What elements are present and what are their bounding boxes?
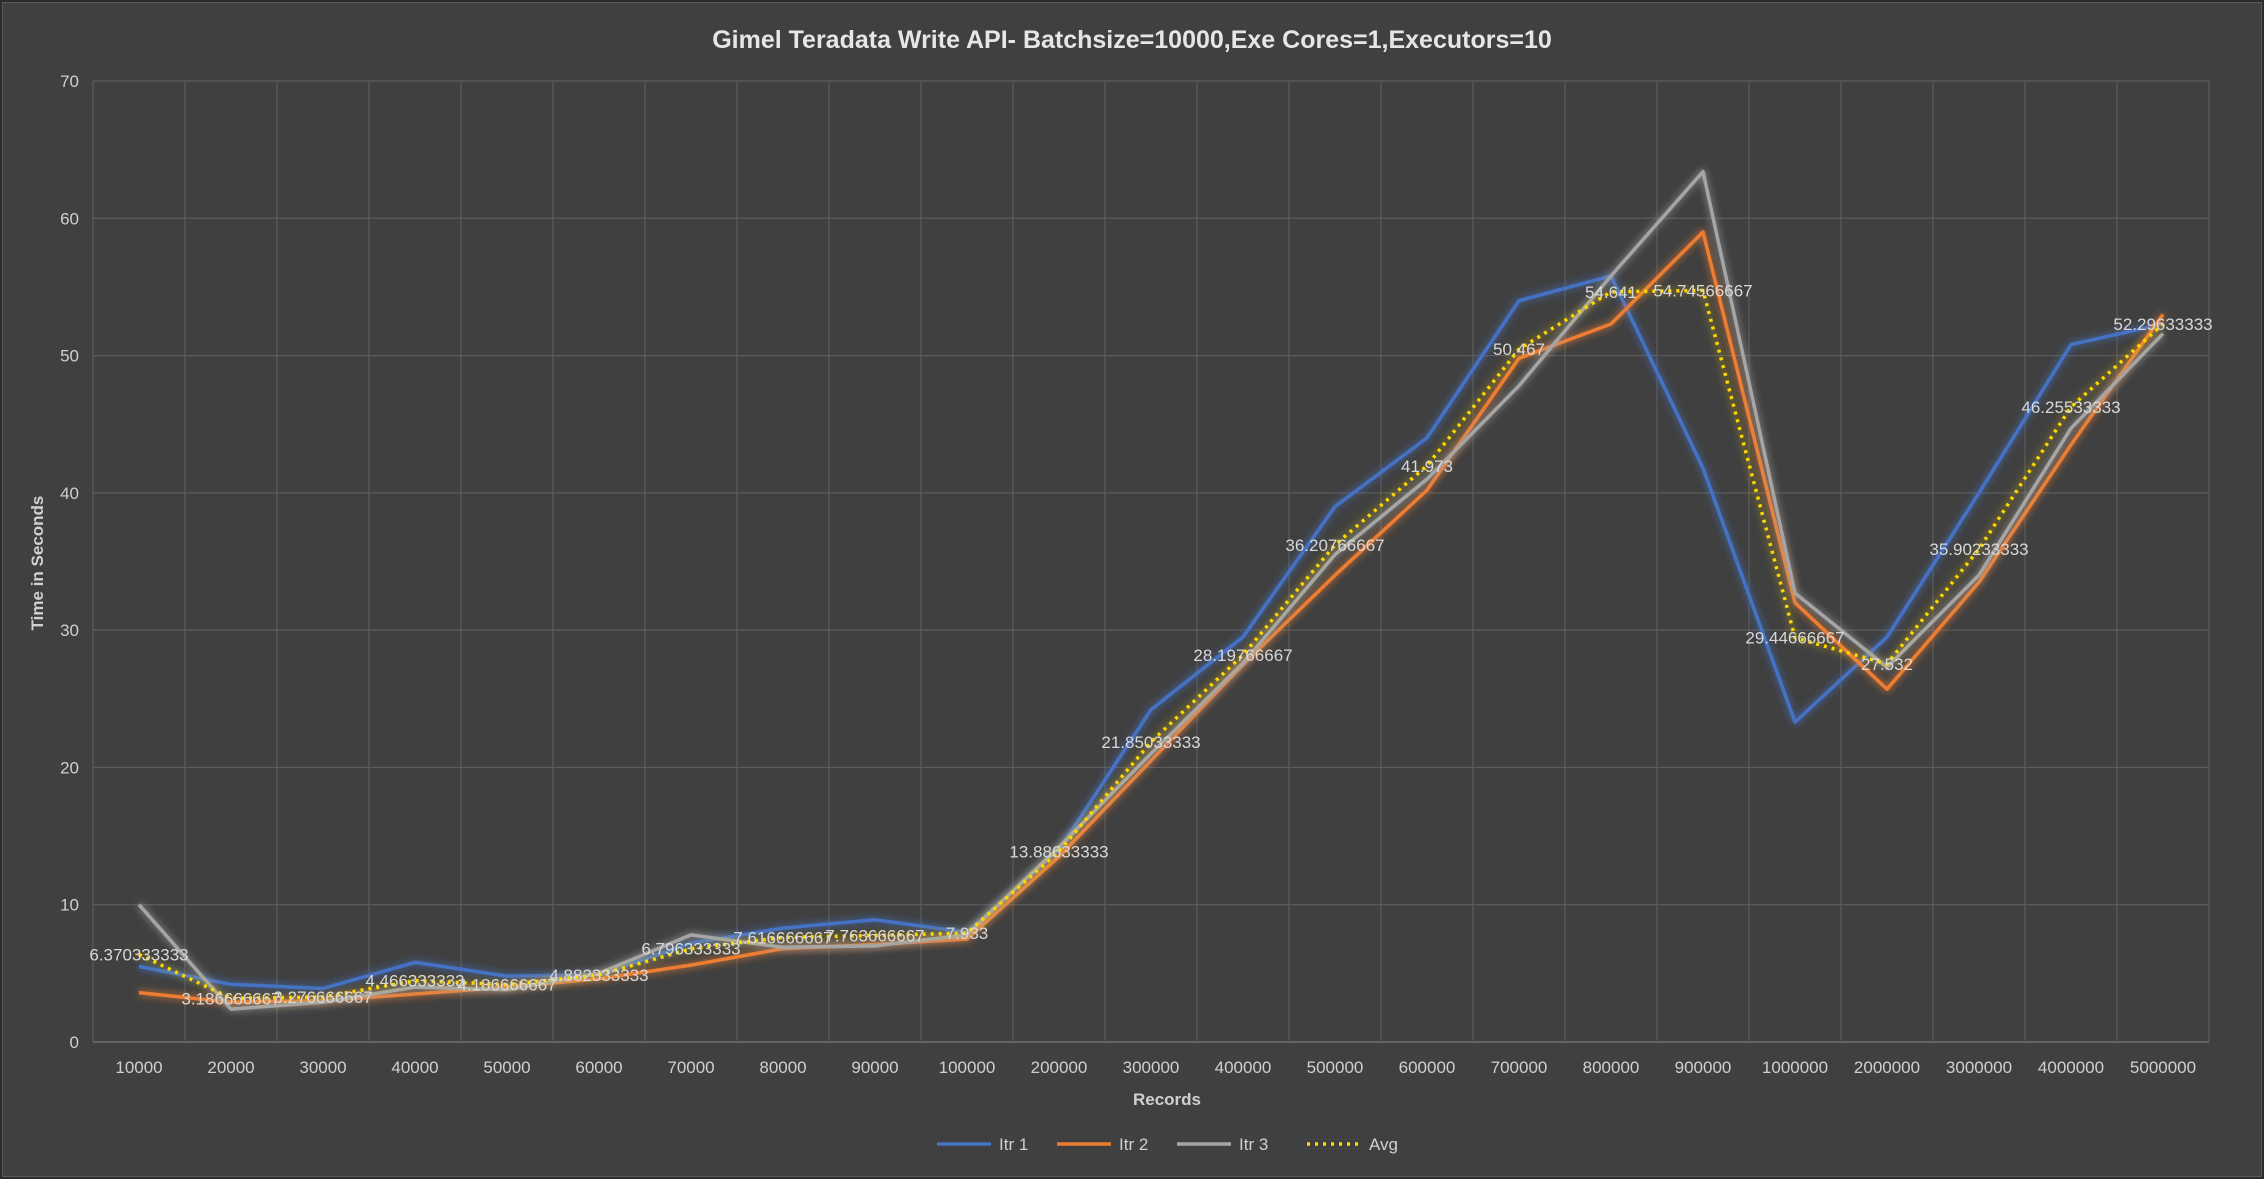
data-label: 4.186666667 <box>457 976 556 995</box>
series-line-itr-2 <box>138 230 2165 1004</box>
x-tick-label: 300000 <box>1123 1058 1180 1077</box>
y-tick-label: 40 <box>60 484 79 503</box>
x-tick-label: 3000000 <box>1946 1058 2012 1077</box>
x-tick-label: 800000 <box>1583 1058 1640 1077</box>
x-tick-label: 4000000 <box>2038 1058 2104 1077</box>
data-label: 35.90233333 <box>1929 540 2028 559</box>
x-tick-label: 600000 <box>1399 1058 1456 1077</box>
series-line-itr-1 <box>138 274 2164 991</box>
data-label: 4.882333333 <box>549 966 648 985</box>
data-label: 54.641 <box>1585 283 1637 302</box>
data-label: 41.973 <box>1401 457 1453 476</box>
data-label: 3.186666667 <box>181 989 280 1008</box>
data-label: 54.74566667 <box>1653 281 1752 300</box>
data-label: 6.796333333 <box>641 940 740 959</box>
legend-label: Itr 3 <box>1239 1135 1268 1154</box>
legend-item: Itr 2 <box>1057 1135 1148 1154</box>
chart-title: Gimel Teradata Write API- Batchsize=1000… <box>712 26 1552 54</box>
data-label: 28.19766667 <box>1193 646 1292 665</box>
legend-item: Itr 3 <box>1177 1135 1268 1154</box>
x-axis-label: Records <box>1133 1090 1201 1109</box>
x-tick-label: 40000 <box>391 1058 438 1077</box>
x-tick-label: 30000 <box>299 1058 346 1077</box>
data-label: 27.532 <box>1861 655 1913 674</box>
grid <box>92 80 2210 1043</box>
x-tick-label: 60000 <box>575 1058 622 1077</box>
line-chart: Gimel Teradata Write API- Batchsize=1000… <box>28 26 2213 1154</box>
data-labels: 6.370333333 3.1866666673.2766666674.46633… <box>89 281 2212 1008</box>
y-tick-label: 70 <box>60 72 79 91</box>
data-label: 36.20766667 <box>1285 536 1384 555</box>
x-tick-label: 100000 <box>939 1058 996 1077</box>
data-label: 29.44666667 <box>1745 629 1844 648</box>
data-label: 7.933 <box>946 924 989 943</box>
x-axis-ticks: 10000 20000 30000 40000 50000 60000 70000 80000… <box>115 1058 2196 1077</box>
x-tick-label: 70000 <box>667 1058 714 1077</box>
y-tick-label: 60 <box>60 209 79 228</box>
x-tick-label: 400000 <box>1215 1058 1272 1077</box>
data-label: 3.276666667 <box>273 988 372 1007</box>
data-label: 50.467 <box>1493 340 1545 359</box>
legend-label: Avg <box>1369 1135 1398 1154</box>
series-line-itr-3 <box>137 169 2165 1011</box>
y-tick-label: 50 <box>60 347 79 366</box>
legend-label: Itr 2 <box>1119 1135 1148 1154</box>
data-label: 21.85033333 <box>1101 733 1200 752</box>
x-tick-label: 5000000 <box>2130 1058 2196 1077</box>
x-tick-label: 500000 <box>1307 1058 1364 1077</box>
data-label: 52.29633333 <box>2113 315 2212 334</box>
legend-label: Itr 1 <box>999 1135 1028 1154</box>
x-tick-label: 20000 <box>207 1058 254 1077</box>
x-tick-label: 10000 <box>115 1058 162 1077</box>
y-axis-label: Time in Seconds <box>28 496 47 631</box>
y-tick-label: 20 <box>60 758 79 777</box>
data-label: 4.466333333 <box>365 972 464 991</box>
legend-item: Itr 1 <box>937 1135 1028 1154</box>
x-tick-label: 2000000 <box>1854 1058 1920 1077</box>
data-label: 7.763666667 <box>825 926 924 945</box>
x-tick-label: 900000 <box>1675 1058 1732 1077</box>
series-line-avg <box>138 288 2165 1001</box>
x-tick-label: 200000 <box>1031 1058 1088 1077</box>
data-label: 13.88633333 <box>1009 842 1108 861</box>
x-tick-label: 50000 <box>483 1058 530 1077</box>
data-label: 7.616666667 <box>733 928 832 947</box>
y-tick-label: 0 <box>70 1033 79 1052</box>
data-label: 6.370333333 <box>89 946 188 965</box>
data-label: 46.25533333 <box>2021 398 2120 417</box>
x-tick-label: 90000 <box>851 1058 898 1077</box>
y-axis-ticks: 0 10 20 30 40 50 60 70 <box>60 72 79 1052</box>
y-tick-label: 10 <box>60 896 79 915</box>
series-group <box>137 169 2165 1011</box>
legend: Itr 1 Itr 2 Itr 3 Avg <box>937 1135 1398 1154</box>
legend-item: Avg <box>1307 1135 1398 1154</box>
x-tick-label: 80000 <box>759 1058 806 1077</box>
x-tick-label: 1000000 <box>1762 1058 1828 1077</box>
y-tick-label: 30 <box>60 621 79 640</box>
x-tick-label: 700000 <box>1491 1058 1548 1077</box>
